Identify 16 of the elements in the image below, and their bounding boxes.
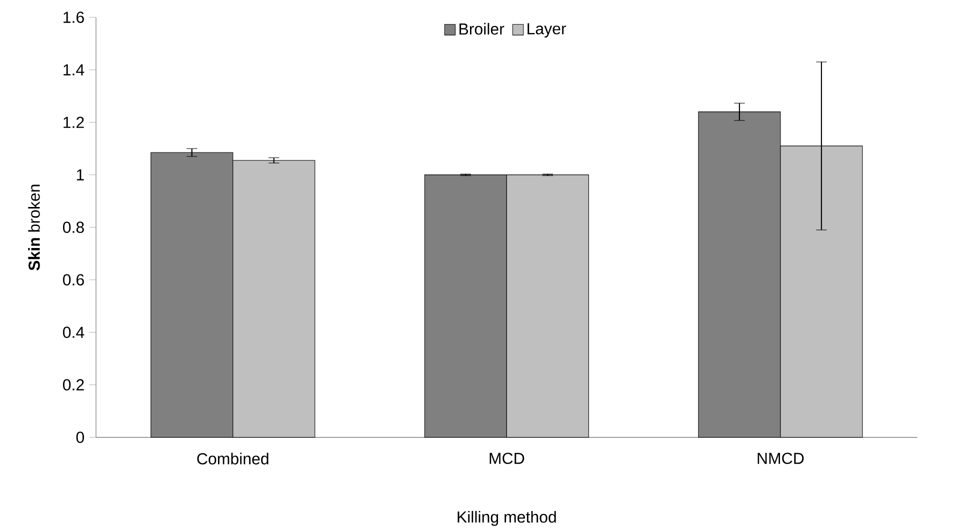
y-tick-label: 1.2 bbox=[64, 116, 84, 128]
legend-label: Broiler bbox=[460, 22, 504, 35]
x-tick-label: NMCD bbox=[758, 452, 804, 464]
y-tick-label: 1.4 bbox=[64, 64, 84, 76]
y-tick-label: 1 bbox=[76, 169, 84, 180]
y-tick-label: 0.4 bbox=[63, 326, 84, 338]
y-tick-label: 0.8 bbox=[63, 222, 84, 233]
legend-label: Layer bbox=[528, 23, 566, 38]
y-tick-label: 1.6 bbox=[64, 12, 84, 23]
x-tick-label: MCD bbox=[490, 452, 524, 464]
y-tick-label: 0.2 bbox=[63, 379, 84, 390]
y-axis-title: Skin broken bbox=[28, 184, 40, 270]
x-axis-title: Killing method bbox=[458, 510, 556, 526]
x-tick-label: Combined bbox=[197, 452, 268, 464]
y-tick-label: 0 bbox=[76, 432, 84, 443]
y-tick-label: 0.6 bbox=[63, 274, 84, 286]
